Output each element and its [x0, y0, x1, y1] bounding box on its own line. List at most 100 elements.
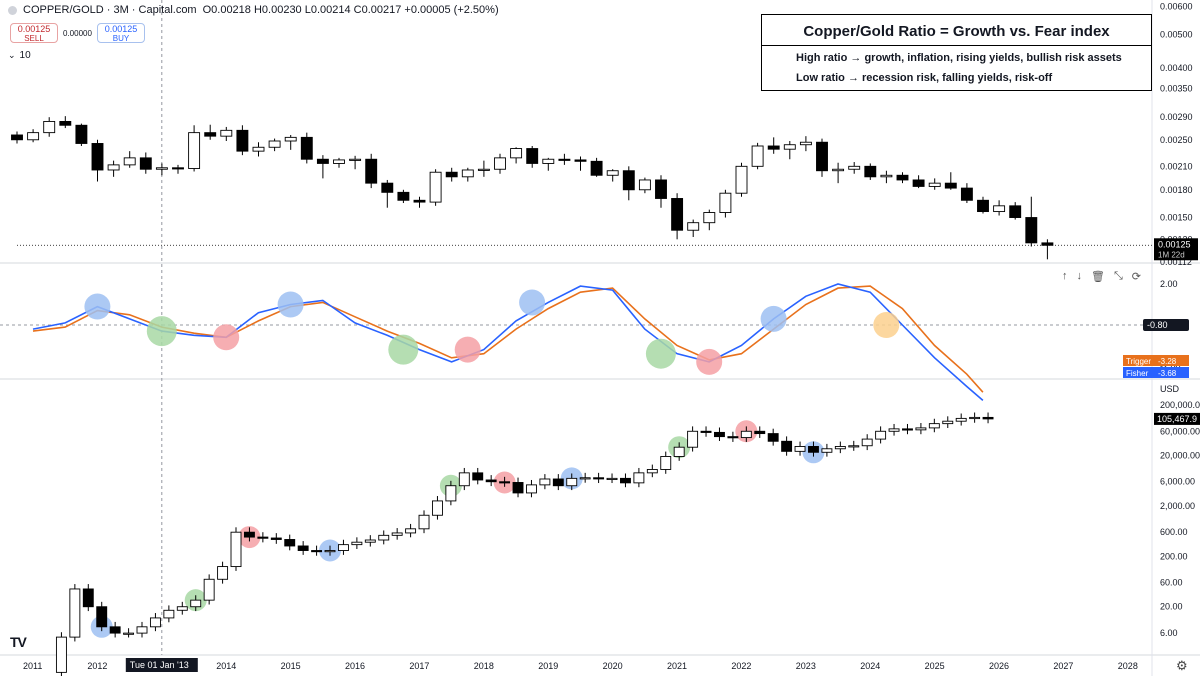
index-candle — [982, 416, 994, 420]
price-candle — [11, 134, 23, 141]
delete-icon[interactable]: 🗑 — [1091, 271, 1105, 283]
index-scale-label: 200,000.00 — [1160, 400, 1200, 410]
index-candle — [257, 536, 269, 539]
index-candle — [526, 484, 537, 494]
index-scale-label: 60,000.00 — [1160, 426, 1200, 436]
index-candle — [673, 446, 685, 457]
index-scale-label: 600.00 — [1160, 527, 1188, 537]
trigger-tag — [1123, 355, 1189, 366]
index-candle — [163, 609, 175, 619]
buy-price: 0.00125 — [104, 24, 138, 34]
annotation-title: Copper/Gold Ratio = Growth vs. Fear inde… — [762, 15, 1151, 46]
spread-value: 0.00000 — [63, 29, 92, 38]
ohlc-readout: O0.00218 H0.00230 L0.00214 C0.00217 +0.0… — [202, 4, 499, 16]
index-candle — [378, 534, 390, 541]
last-price-tag — [1154, 238, 1198, 261]
collapse-icon[interactable]: ⤡ — [1113, 270, 1123, 282]
annotation-line-high: High ratio → growth, inflation, rising y… — [796, 52, 1122, 64]
volume-indicator[interactable]: ⌄ 10 — [8, 50, 31, 61]
price-candle — [155, 167, 168, 170]
index-candle — [794, 446, 806, 452]
signal-marker — [645, 338, 676, 369]
move-down-icon[interactable]: ↓ — [1076, 270, 1083, 282]
move-up-icon[interactable]: ↑ — [1062, 270, 1068, 282]
price-candle — [477, 168, 490, 171]
index-candle — [324, 550, 336, 553]
price-candle — [236, 129, 249, 152]
index-candle — [579, 477, 591, 480]
index-candle — [418, 514, 430, 530]
price-candle — [928, 182, 941, 187]
time-axis-label: 2019 — [538, 661, 558, 671]
oscillator-scale-label: 2.00 — [1160, 279, 1178, 289]
index-candle — [432, 500, 443, 516]
index-candle — [351, 541, 363, 546]
index-candle — [821, 448, 833, 453]
more-icon[interactable]: ⟳ — [1131, 271, 1141, 283]
trigger-tag-value: -3.28 — [1158, 357, 1177, 366]
signal-marker — [213, 324, 240, 351]
index-candle — [955, 417, 967, 422]
index-candle — [552, 478, 564, 487]
sell-price: 0.00125 — [17, 24, 51, 34]
time-axis-label: 2015 — [281, 661, 301, 671]
index-candle — [606, 477, 618, 481]
index-candle — [190, 599, 202, 608]
signal-marker — [146, 316, 177, 347]
time-axis-label: 2016 — [345, 661, 365, 671]
index-candle — [217, 566, 229, 580]
index-candle — [861, 438, 873, 447]
price-candle — [91, 143, 104, 171]
price-candle — [799, 141, 812, 146]
index-candle — [687, 430, 699, 448]
index-candle — [96, 606, 108, 628]
chevron-down-icon[interactable]: ⌄ — [8, 50, 16, 60]
sell-button[interactable]: 0.00125 SELL — [10, 23, 58, 43]
fisher-tag — [1123, 367, 1189, 378]
time-axis-label: 2022 — [731, 661, 751, 671]
price-candle — [510, 148, 523, 159]
index-candle — [928, 423, 940, 429]
price-scale-label: 0.00500 — [1160, 29, 1193, 39]
price-candle — [397, 191, 410, 201]
price-candle — [284, 136, 297, 142]
index-candle — [270, 537, 282, 540]
time-axis-label: 2023 — [796, 661, 816, 671]
index-last-value: 105,467.9 — [1157, 414, 1197, 424]
price-candle — [864, 165, 877, 178]
index-candle — [593, 477, 605, 480]
index-candle — [566, 477, 578, 487]
gear-icon[interactable]: ⚙ — [1176, 658, 1188, 673]
price-candle — [1025, 217, 1038, 244]
index-candle — [808, 446, 819, 453]
price-candle — [445, 171, 458, 178]
trigger-line — [32, 285, 984, 393]
price-candle — [107, 164, 120, 171]
index-candle — [243, 531, 255, 538]
index-candle — [55, 636, 67, 673]
price-scale-label: 0.00400 — [1160, 63, 1193, 73]
time-axis-label: 2018 — [474, 661, 494, 671]
fisher-tag-value: -3.68 — [1158, 369, 1177, 378]
index-candle — [203, 578, 215, 601]
trigger-tag-label: Trigger — [1126, 357, 1151, 366]
price-candle — [429, 171, 442, 203]
price-candle — [43, 120, 56, 134]
index-candle — [297, 545, 309, 551]
symbol-title[interactable]: COPPER/GOLD · 3M · Capital.com — [23, 4, 197, 16]
index-unit: USD — [1160, 384, 1180, 394]
price-candle — [687, 222, 700, 231]
index-scale-label: 6,000.00 — [1160, 477, 1195, 487]
fisher-line — [32, 283, 984, 402]
price-candle — [381, 182, 394, 193]
annotation-box: Copper/Gold Ratio = Growth vs. Fear inde… — [761, 14, 1152, 91]
index-candle — [620, 477, 631, 484]
signal-marker — [454, 336, 481, 363]
tradingview-logo[interactable]: TV — [10, 634, 27, 650]
buy-button[interactable]: 0.00125 BUY — [97, 23, 145, 43]
price-candle — [832, 168, 845, 172]
price-candle — [316, 158, 329, 164]
last-price-value: 0.00125 — [1158, 239, 1191, 249]
index-candle — [848, 445, 860, 448]
